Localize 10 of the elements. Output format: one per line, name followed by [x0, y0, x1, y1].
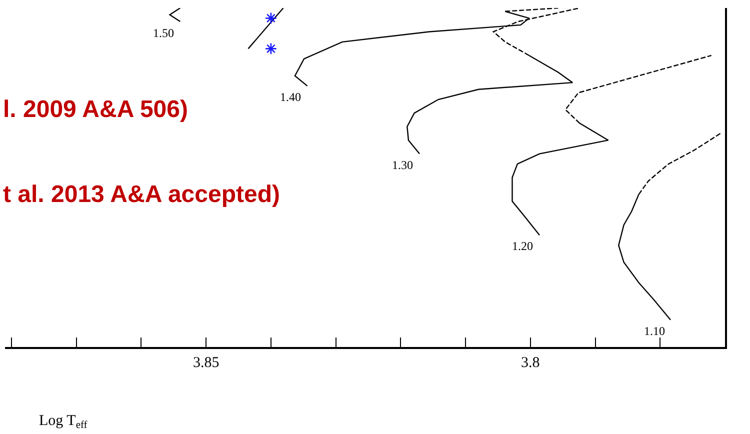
- series-label: 1.30: [392, 158, 413, 172]
- x-tick-label: 3.8: [521, 354, 540, 371]
- series-label: 1.20: [512, 239, 533, 253]
- x-axis-title: Log T$_{eff}$: [39, 413, 88, 432]
- annotation: t al. 2013 A&A accepted): [3, 181, 280, 208]
- annotation: l. 2009 A&A 506): [3, 96, 188, 123]
- series-label: 1.10: [644, 324, 665, 338]
- series-label: 1.50: [153, 26, 174, 40]
- series-label: 1.40: [280, 90, 301, 104]
- x-tick-label: 3.85: [192, 354, 220, 371]
